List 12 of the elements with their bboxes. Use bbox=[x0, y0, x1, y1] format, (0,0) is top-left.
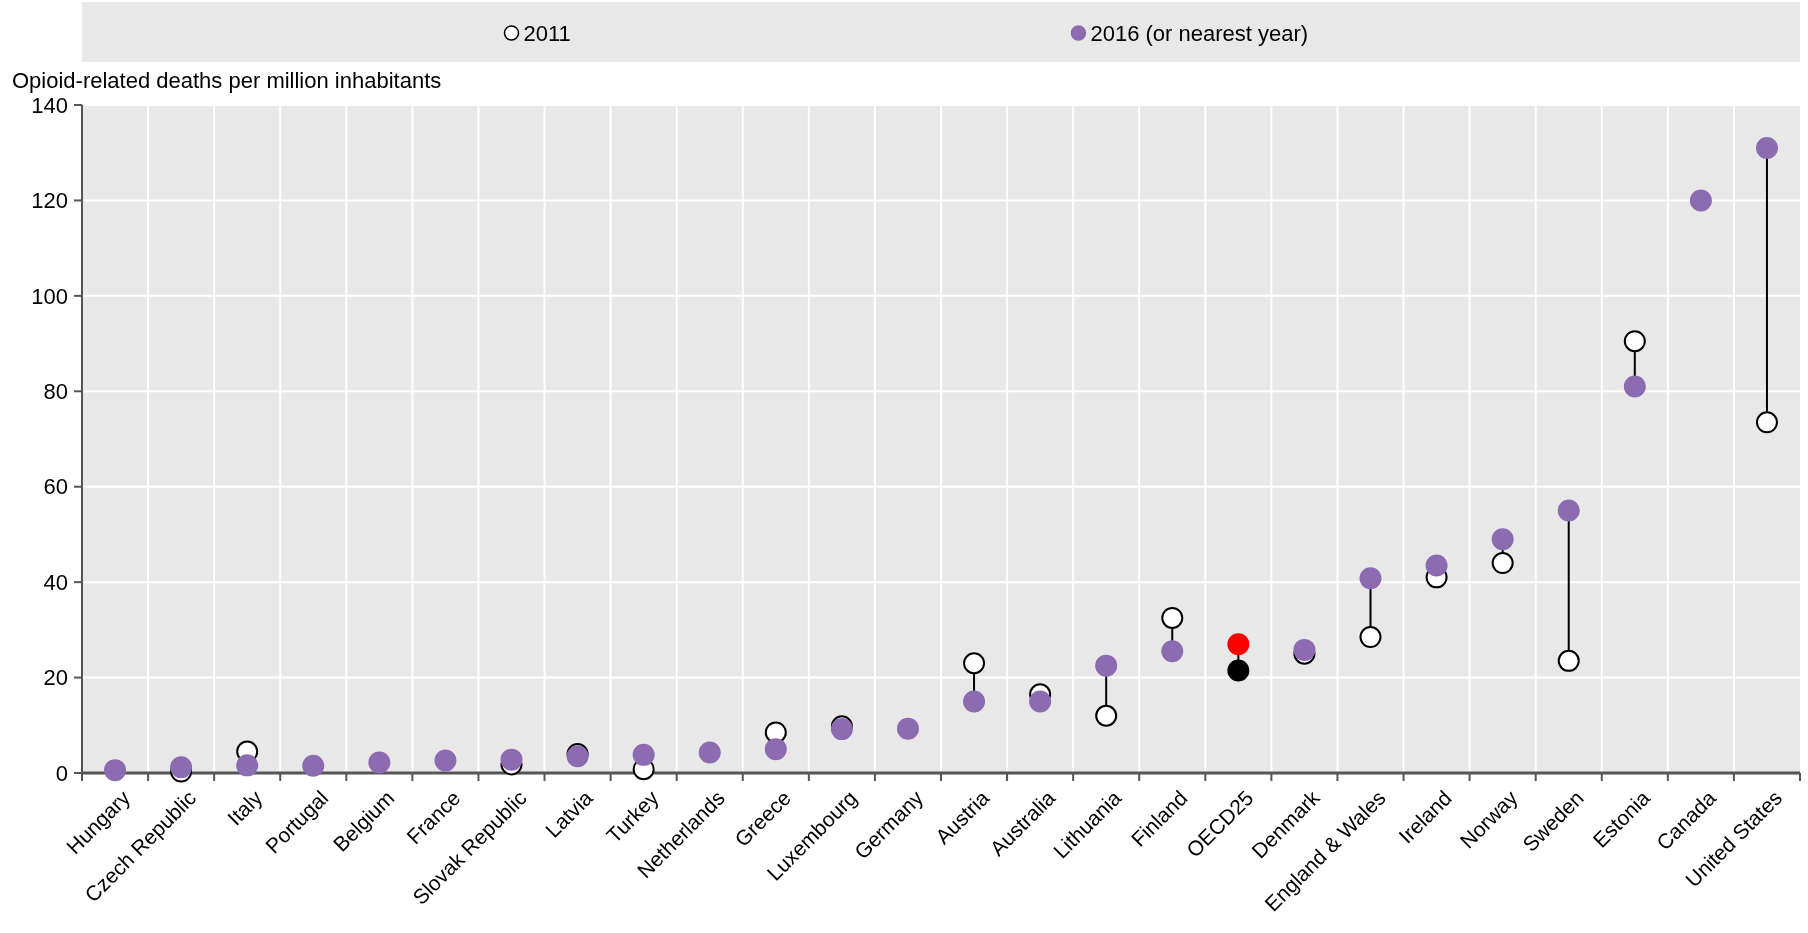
y-tick-label: 40 bbox=[43, 569, 68, 595]
y-tick-label: 100 bbox=[31, 283, 68, 309]
y-tick-label: 80 bbox=[43, 378, 68, 404]
legend-label: 2011 bbox=[523, 21, 571, 46]
y-axis-title: Opioid-related deaths per million inhabitants bbox=[12, 68, 442, 93]
y-tick-label: 20 bbox=[43, 665, 68, 691]
y-tick-label: 60 bbox=[43, 474, 68, 500]
y-tick-label: 140 bbox=[31, 92, 68, 118]
y-tick-label: 0 bbox=[55, 760, 68, 786]
legend-label: 2016 (or nearest year) bbox=[1090, 21, 1309, 46]
y-tick-label: 120 bbox=[31, 188, 68, 214]
x-tick-label: Italy bbox=[222, 785, 267, 830]
